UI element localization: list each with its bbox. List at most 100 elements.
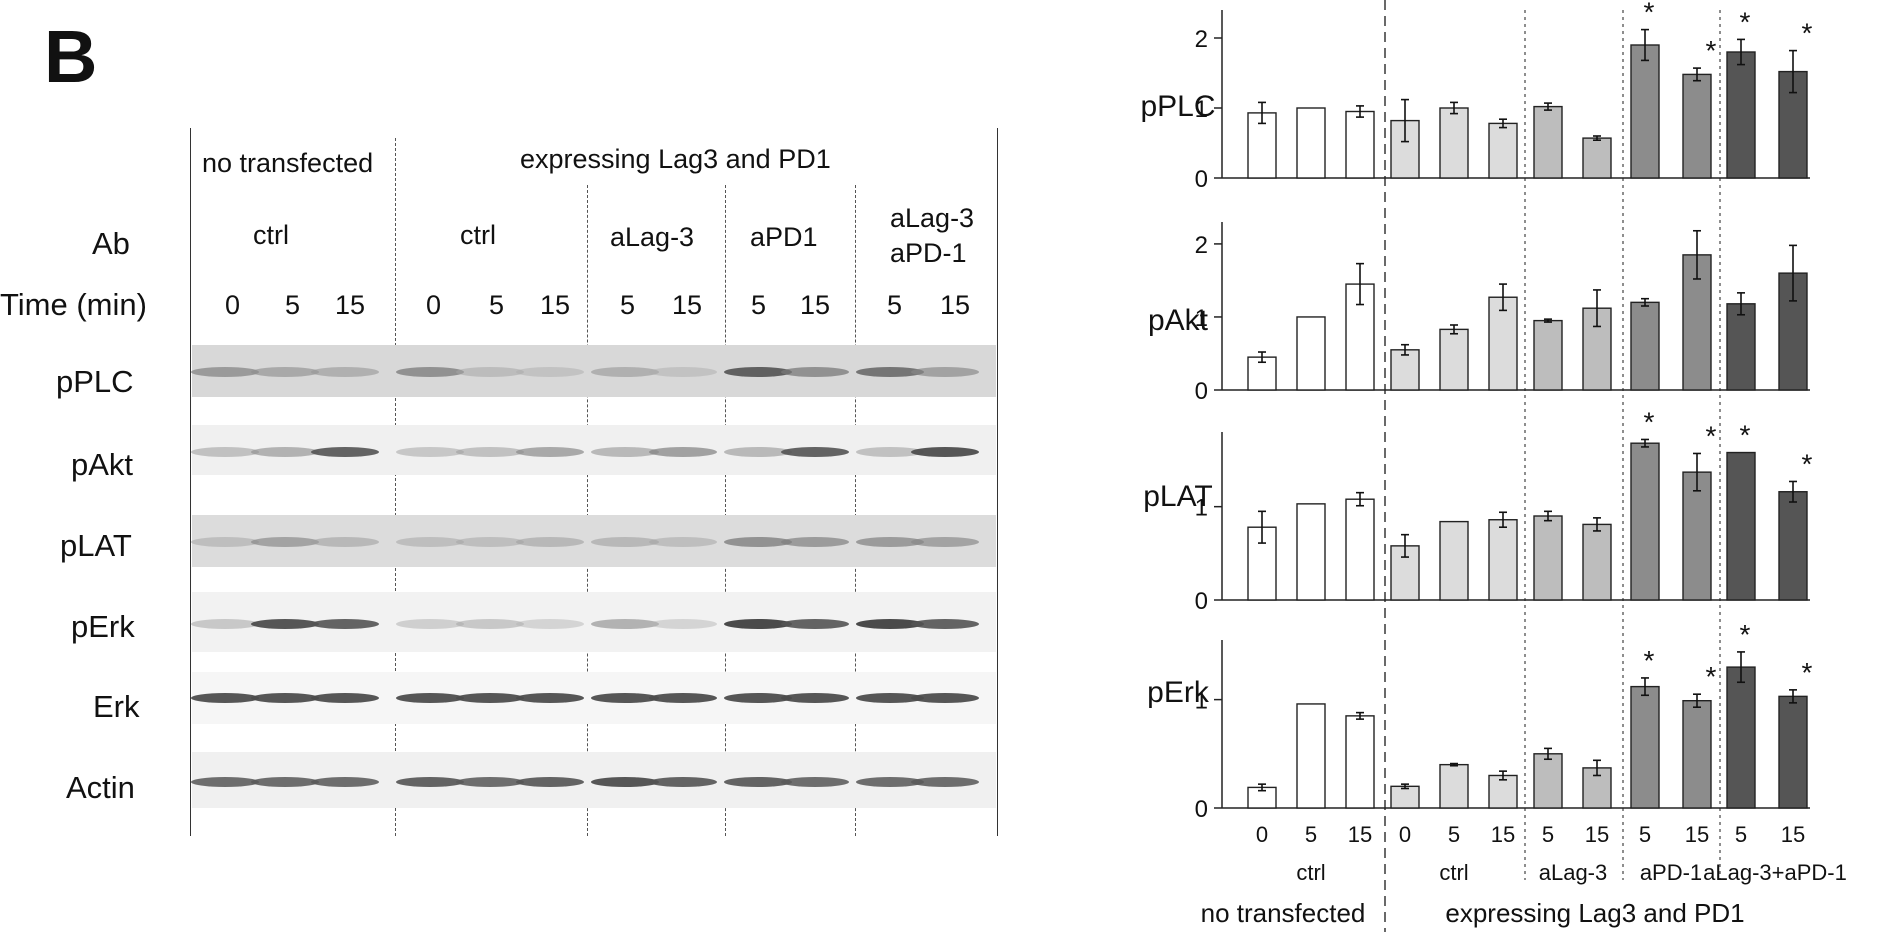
- bar: [1630, 442, 1660, 601]
- significance-star: *: [1740, 6, 1751, 37]
- blot-band: [251, 693, 319, 703]
- protein-label: Actin: [66, 770, 135, 805]
- significance-star: *: [1706, 420, 1717, 451]
- blot-band: [591, 367, 659, 377]
- blot-band: [396, 537, 464, 547]
- blot-band: [456, 367, 524, 377]
- blot-band: [456, 693, 524, 703]
- y-tick-label: 1: [1195, 305, 1208, 332]
- blot-band: [781, 537, 849, 547]
- blot-band: [724, 367, 792, 377]
- x-tick-label: 0: [1256, 822, 1268, 847]
- x-group-label: aPD-1: [1640, 860, 1702, 885]
- significance-star: *: [1740, 420, 1751, 451]
- blot-band: [191, 447, 259, 457]
- bar: [1488, 519, 1518, 601]
- bar: [1582, 523, 1612, 601]
- protein-label: Erk: [93, 689, 140, 724]
- significance-star: *: [1644, 0, 1655, 28]
- bar: [1345, 110, 1375, 179]
- blot-band: [311, 537, 379, 547]
- blot-band: [396, 619, 464, 629]
- bar: [1296, 503, 1326, 601]
- y-axis-label: pAkt: [1148, 304, 1209, 337]
- protein-label: pAkt: [71, 447, 134, 482]
- bar: [1488, 774, 1518, 809]
- bar: [1439, 107, 1469, 179]
- blot-band: [311, 619, 379, 629]
- blot-band: [456, 619, 524, 629]
- x-tick-label: 0: [1399, 822, 1411, 847]
- x-tick-label: 15: [1491, 822, 1515, 847]
- x-group-label: aLag-3+aPD-1: [1703, 860, 1847, 885]
- blot-band: [516, 693, 584, 703]
- blot-band: [781, 693, 849, 703]
- blot-band: [396, 777, 464, 787]
- blot-band: [516, 619, 584, 629]
- significance-star: *: [1802, 657, 1813, 688]
- blot-band: [856, 537, 924, 547]
- time-label: 5: [489, 290, 505, 320]
- bar: [1439, 328, 1469, 391]
- blot-band: [724, 777, 792, 787]
- x-tick-label: 5: [1305, 822, 1317, 847]
- blot-band: [516, 367, 584, 377]
- blot-band: [781, 447, 849, 457]
- x-tick-label: 5: [1639, 822, 1651, 847]
- x-tick-label: 15: [1585, 822, 1609, 847]
- x-tick-label: 5: [1735, 822, 1747, 847]
- blot-band: [724, 447, 792, 457]
- time-label: 0: [426, 290, 442, 320]
- blot-band: [456, 447, 524, 457]
- blot-band: [311, 367, 379, 377]
- blot-right-border: [997, 128, 998, 836]
- blot-band: [591, 693, 659, 703]
- x-tick-label: 15: [1781, 822, 1805, 847]
- bar: [1390, 349, 1420, 391]
- blot-band: [724, 537, 792, 547]
- y-tick-label: 2: [1195, 26, 1208, 53]
- blot-band: [516, 447, 584, 457]
- blot-band: [251, 777, 319, 787]
- ab-label: aPD-1: [890, 238, 967, 268]
- blot-band: [911, 777, 979, 787]
- y-tick-label: 0: [1195, 796, 1208, 823]
- y-tick-label: 0: [1195, 378, 1208, 405]
- bar: [1533, 753, 1563, 809]
- x-supergroup-label: no transfected: [1201, 898, 1366, 928]
- blot-band: [591, 619, 659, 629]
- blot-band: [649, 447, 717, 457]
- time-label: 15: [800, 290, 831, 320]
- time-label: 15: [672, 290, 703, 320]
- blot-band: [724, 693, 792, 703]
- y-axis-label: pPLC: [1140, 90, 1215, 123]
- bar: [1439, 763, 1469, 809]
- bar: [1582, 137, 1612, 179]
- time-label: 15: [540, 290, 571, 320]
- bar: [1533, 319, 1563, 391]
- blot-divider: [725, 185, 726, 836]
- blot-band: [856, 447, 924, 457]
- y-tick-label: 1: [1195, 688, 1208, 715]
- significance-star: *: [1644, 406, 1655, 437]
- bar: [1296, 316, 1326, 391]
- blot-band: [591, 777, 659, 787]
- bar: [1533, 515, 1563, 601]
- blot-band: [649, 537, 717, 547]
- y-tick-label: 0: [1195, 166, 1208, 193]
- bar: [1682, 73, 1712, 179]
- bar: [1778, 695, 1808, 809]
- blot-band: [856, 777, 924, 787]
- blot-band: [311, 447, 379, 457]
- blot-band: [781, 619, 849, 629]
- blot-band: [251, 447, 319, 457]
- blot-band: [191, 619, 259, 629]
- bar: [1533, 105, 1563, 179]
- bar: [1726, 666, 1756, 809]
- bar: [1488, 296, 1518, 391]
- time-label: 5: [751, 290, 767, 320]
- blot-divider: [395, 138, 396, 836]
- significance-star: *: [1706, 35, 1717, 66]
- x-group-label: ctrl: [1439, 860, 1468, 885]
- bar: [1630, 685, 1660, 809]
